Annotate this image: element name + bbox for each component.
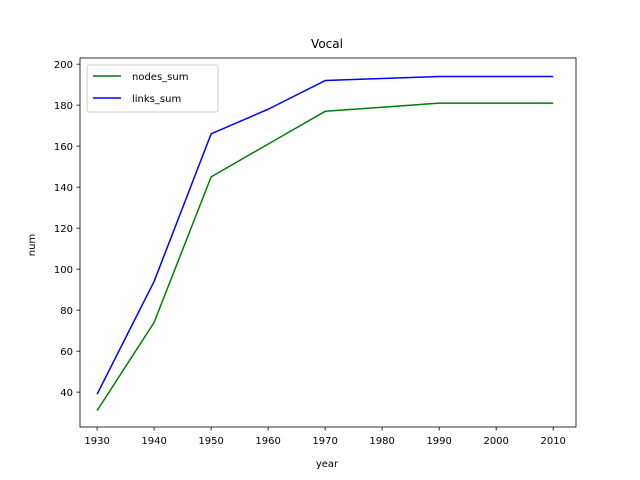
- plot-area: 1930 1940 1950 1960 1970 1980 1990 2000 2010 40 60…: [54, 57, 577, 447]
- x-tick-label: 1940: [141, 436, 166, 447]
- y-tick-label: 120: [54, 224, 73, 235]
- y-tick-label: 80: [60, 306, 73, 317]
- x-tick-label: 2010: [540, 436, 565, 447]
- x-tick-label: 1930: [84, 436, 109, 447]
- y-axis-title: num: [27, 234, 38, 256]
- x-tick-label: 1960: [255, 436, 280, 447]
- legend: nodes_sum links_sum: [86, 64, 219, 113]
- y-tick-label: 160: [54, 142, 73, 153]
- y-tick-label: 140: [54, 183, 73, 194]
- x-tick-label: 2000: [483, 436, 508, 447]
- axes-frame: [79, 57, 577, 428]
- x-tick-label: 1980: [369, 436, 394, 447]
- x-tick-label: 1950: [198, 436, 223, 447]
- series-line-nodes-sum: [96, 102, 554, 412]
- x-axis-title: year: [316, 459, 339, 470]
- x-tick-label: 1990: [426, 436, 451, 447]
- chart-title: Vocal: [311, 37, 343, 51]
- series-line-links-sum: [96, 75, 554, 395]
- y-tick-label: 100: [54, 265, 73, 276]
- y-tick-label: 60: [60, 347, 73, 358]
- y-tick-label: 200: [54, 60, 73, 71]
- y-tick-label: 40: [60, 388, 73, 399]
- x-tick-label: 1970: [312, 436, 337, 447]
- legend-label-links-sum: links_sum: [132, 94, 181, 105]
- legend-label-nodes-sum: nodes_sum: [132, 72, 188, 83]
- y-tick-label: 180: [54, 101, 73, 112]
